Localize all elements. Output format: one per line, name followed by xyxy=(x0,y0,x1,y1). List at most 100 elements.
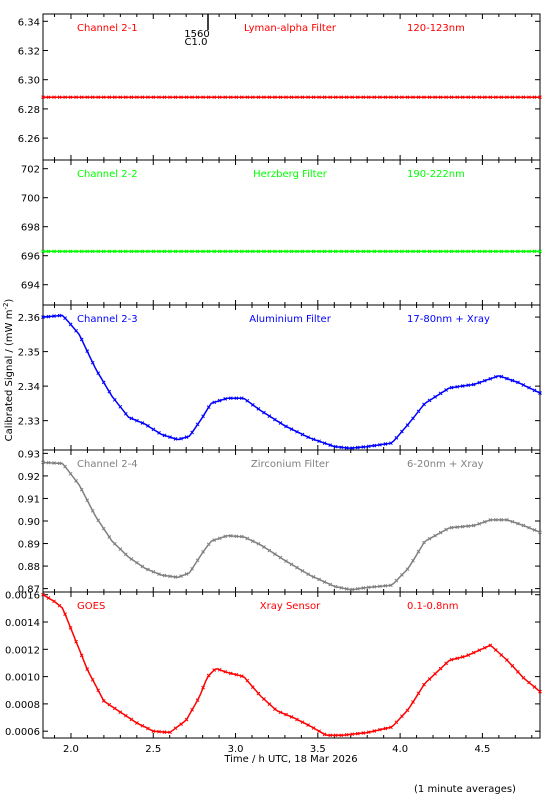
data-point xyxy=(256,541,261,546)
data-point xyxy=(267,702,272,706)
data-point xyxy=(195,422,200,427)
data-point xyxy=(438,249,443,254)
data-point xyxy=(422,249,426,254)
panel-channel-label: Channel 2-3 xyxy=(77,314,138,325)
data-point xyxy=(317,439,321,444)
panel-3: 2.33 2.34 2.35 2.36 Channel 2-3 Aluminium Fil… xyxy=(18,304,542,451)
data-point xyxy=(278,249,283,254)
panel-channel-label: Channel 2-2 xyxy=(77,169,138,180)
data-point xyxy=(118,710,123,714)
data-point xyxy=(521,523,526,528)
data-point xyxy=(378,95,382,100)
data-point xyxy=(118,95,123,100)
panel-band-label: 0.1-0.8nm xyxy=(407,601,459,612)
data-point xyxy=(311,575,316,579)
data-point xyxy=(41,315,45,319)
data-point xyxy=(355,731,360,736)
y-axis-label: Calibrated Signal / (mW m-2) xyxy=(2,299,15,442)
data-point xyxy=(383,249,388,254)
panel-frame xyxy=(42,449,541,593)
data-point xyxy=(311,726,316,730)
y-tick-label: 6.32 xyxy=(18,47,40,58)
y-tick-label: 694 xyxy=(21,281,40,292)
data-point xyxy=(223,534,228,539)
y-tick-label: 2.35 xyxy=(18,348,40,359)
data-point xyxy=(289,715,294,719)
panel-frame xyxy=(42,304,541,451)
data-point xyxy=(505,95,509,100)
data-point xyxy=(516,95,520,100)
data-point xyxy=(477,648,482,653)
data-point xyxy=(278,421,283,425)
data-point xyxy=(146,95,150,100)
data-point xyxy=(234,534,239,539)
data-point xyxy=(206,405,211,409)
data-point xyxy=(46,596,51,600)
data-point xyxy=(466,524,471,528)
data-point xyxy=(449,385,454,390)
data-point xyxy=(74,479,78,483)
data-point xyxy=(168,730,172,735)
data-point xyxy=(140,249,145,254)
data-point xyxy=(499,249,504,254)
panel-channel-label: Channel 2-4 xyxy=(77,459,138,470)
data-point xyxy=(499,374,504,379)
data-point xyxy=(416,409,421,414)
data-point xyxy=(344,587,349,591)
data-point xyxy=(217,95,222,100)
data-point xyxy=(79,487,84,492)
data-point xyxy=(295,95,299,100)
data-point xyxy=(217,536,222,541)
data-point xyxy=(433,395,437,399)
data-point xyxy=(493,95,498,100)
data-point xyxy=(157,572,161,576)
data-point xyxy=(477,380,482,385)
data-point xyxy=(79,337,84,342)
data-point xyxy=(471,382,476,387)
data-point xyxy=(223,249,228,254)
data-point xyxy=(262,249,266,254)
data-point xyxy=(278,555,283,560)
data-point xyxy=(366,585,371,590)
panel-5: 2.0 2.5 3.0 3.5 4.0 4.5 0.0006 0.0008 0.0010 0.00… xyxy=(5,591,542,755)
data-point xyxy=(96,371,101,376)
data-point xyxy=(400,249,404,254)
data-point xyxy=(527,249,531,254)
data-point xyxy=(449,249,454,254)
data-point xyxy=(527,385,531,390)
data-point xyxy=(140,95,145,100)
data-point xyxy=(151,427,156,432)
data-point xyxy=(46,460,51,465)
data-point xyxy=(427,95,432,100)
data-point xyxy=(173,575,178,579)
data-point xyxy=(201,550,205,554)
data-point xyxy=(228,396,233,401)
data-point xyxy=(482,645,487,650)
data-point xyxy=(311,95,316,100)
data-point xyxy=(267,249,272,254)
data-point xyxy=(405,249,410,254)
data-point xyxy=(295,249,299,254)
data-point xyxy=(422,682,426,687)
panel-band-label: 190-222nm xyxy=(407,169,465,180)
data-point xyxy=(284,249,288,254)
panel-1: 6.26 6.28 6.30 6.32 6.34 Channel 2-1 Lyman-alp… xyxy=(18,13,542,161)
data-point xyxy=(311,249,316,254)
data-point xyxy=(300,249,305,254)
data-point xyxy=(383,583,388,588)
data-point xyxy=(505,518,509,522)
data-point xyxy=(146,726,150,731)
data-point xyxy=(68,95,73,100)
x-axis-label: Time / h UTC, 18 Mar 2026 xyxy=(223,754,357,765)
data-point xyxy=(201,685,205,690)
data-point xyxy=(389,441,393,446)
y-tick-label: 2.33 xyxy=(18,417,40,428)
data-point xyxy=(466,95,471,100)
data-point xyxy=(516,521,520,526)
data-point xyxy=(267,414,272,418)
data-point xyxy=(350,587,355,592)
data-point xyxy=(107,535,112,539)
data-point xyxy=(234,95,239,100)
data-point xyxy=(112,249,117,254)
